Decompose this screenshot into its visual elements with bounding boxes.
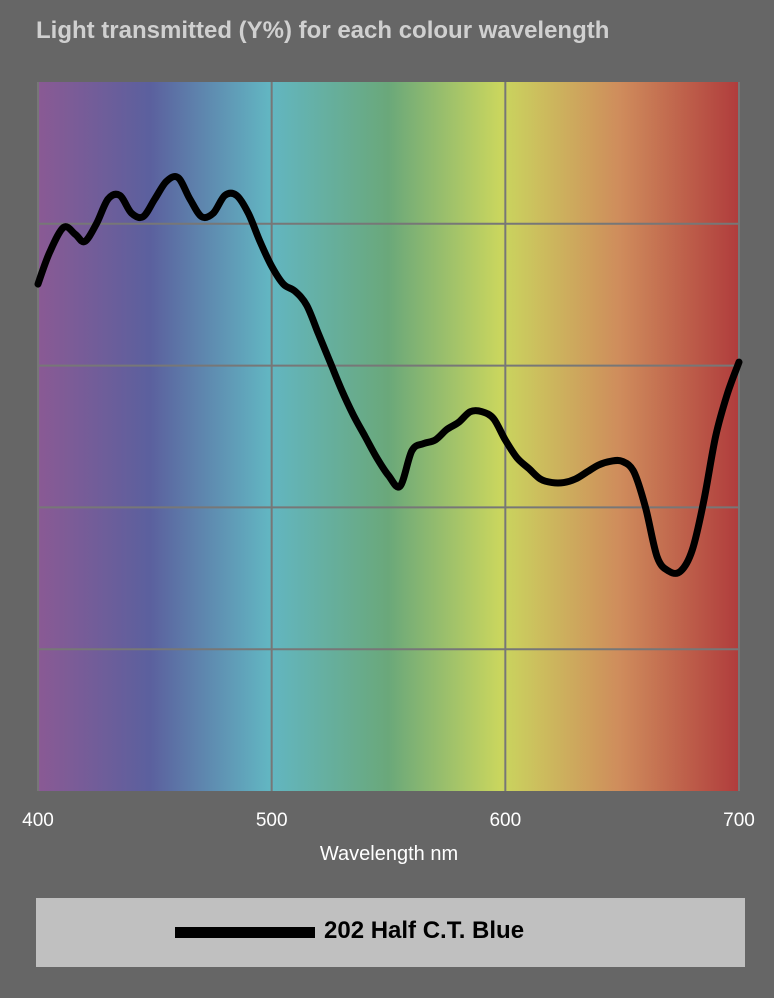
chart-title: Light transmitted (Y%) for each colour w… xyxy=(36,17,610,44)
x-axis-label: Wavelength nm xyxy=(320,843,458,865)
x-tick-label: 500 xyxy=(256,810,288,831)
series-line xyxy=(34,173,743,577)
x-tick-label: 600 xyxy=(489,810,521,831)
legend-swatch xyxy=(175,927,315,938)
x-tick-label: 400 xyxy=(22,810,54,831)
series-layer xyxy=(34,173,743,577)
x-tick-label: 700 xyxy=(723,810,755,831)
legend: 202 Half C.T. Blue xyxy=(36,898,745,967)
plot-area xyxy=(38,82,739,791)
legend-label: 202 Half C.T. Blue xyxy=(324,917,525,944)
x-tick-labels: 400 500 600 700 xyxy=(22,810,755,831)
